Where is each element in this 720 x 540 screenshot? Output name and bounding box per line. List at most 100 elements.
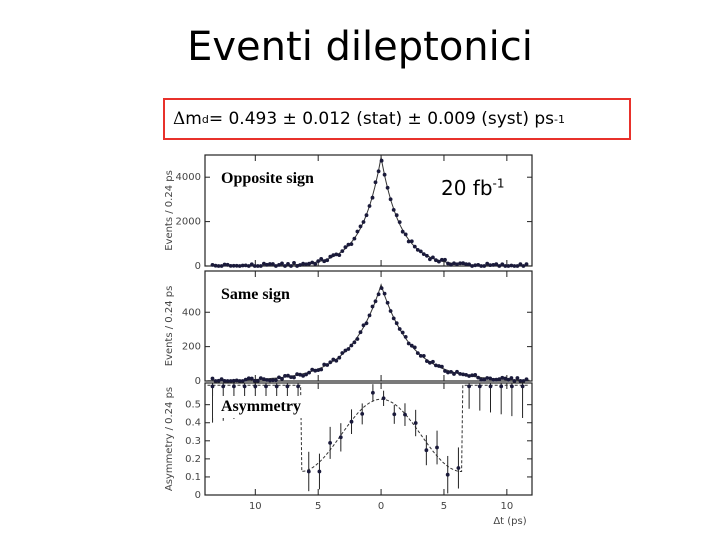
data-point — [328, 360, 333, 365]
data-point — [488, 263, 493, 267]
panel-frame — [204, 154, 533, 267]
data-point — [338, 435, 343, 440]
panel-label-asymmetry: Asymmetry — [213, 396, 305, 418]
data-point — [319, 367, 324, 372]
result-value: = 0.493 ± 0.012 (stat) ± 0.009 (syst) ps — [208, 109, 555, 129]
data-point — [443, 257, 447, 262]
data-point — [252, 379, 257, 383]
data-point — [482, 377, 487, 382]
data-point — [445, 472, 450, 477]
data-point — [497, 377, 502, 382]
data-point — [470, 373, 474, 378]
data-point — [437, 364, 441, 368]
data-point — [210, 263, 215, 267]
data-point — [376, 169, 381, 174]
data-point — [499, 384, 504, 389]
data-point — [520, 384, 525, 389]
luminosity-label: 20 fb-1 — [438, 174, 508, 202]
data-point — [310, 367, 315, 372]
data-point — [337, 253, 342, 257]
y-tick-label: 4000 — [176, 172, 201, 183]
data-point — [361, 323, 366, 328]
data-point — [476, 263, 481, 267]
data-point — [340, 351, 345, 355]
y-tick-label: 400 — [182, 307, 201, 318]
data-point — [467, 374, 471, 378]
data-point — [334, 252, 339, 257]
data-point — [385, 185, 390, 190]
data-point — [228, 264, 233, 268]
y-tick-label: 0.3 — [185, 436, 201, 447]
data-point — [322, 259, 327, 264]
data-point — [325, 363, 330, 367]
data-point — [409, 343, 414, 348]
data-point — [515, 264, 520, 268]
slide-title: Eventi dileptonici — [187, 24, 533, 70]
data-point — [246, 376, 251, 381]
data-point — [289, 264, 293, 268]
data-point — [331, 253, 336, 257]
data-point — [262, 377, 266, 381]
data-point — [506, 377, 511, 382]
y-tick-label: 2000 — [176, 217, 201, 228]
data-point — [455, 369, 459, 374]
data-point — [243, 377, 248, 382]
data-point — [379, 158, 384, 163]
data-point — [412, 345, 417, 350]
data-point — [425, 253, 429, 258]
data-point — [296, 384, 300, 389]
data-point — [518, 262, 523, 267]
data-point — [379, 286, 384, 290]
data-point — [397, 327, 402, 331]
data-point — [253, 384, 258, 389]
data-point — [449, 370, 453, 374]
data-point — [394, 321, 399, 326]
data-point — [325, 258, 330, 263]
data-point — [524, 377, 529, 382]
data-point — [328, 254, 333, 259]
data-point — [403, 335, 408, 339]
data-point — [494, 262, 499, 267]
data-point — [264, 384, 268, 389]
data-point — [437, 259, 441, 264]
data-point — [213, 379, 218, 383]
data-point — [277, 263, 281, 267]
data-point — [367, 204, 372, 208]
data-point — [222, 262, 227, 267]
data-point — [304, 262, 308, 267]
data-point — [307, 370, 311, 375]
data-point — [285, 384, 290, 389]
data-point — [428, 257, 432, 262]
data-point — [268, 262, 272, 266]
data-point — [503, 376, 508, 381]
data-point — [455, 262, 459, 267]
data-point — [503, 264, 508, 268]
data-point — [488, 376, 493, 381]
data-point — [221, 384, 226, 389]
data-point — [424, 448, 429, 453]
data-point — [271, 262, 275, 266]
data-point — [298, 372, 302, 377]
panel-label-same-sign: Same sign — [213, 284, 294, 306]
x-axis-label: Δt (ps) — [493, 516, 526, 527]
data-point — [231, 378, 236, 383]
data-point — [234, 263, 239, 268]
data-point — [428, 360, 432, 365]
data-point — [358, 224, 363, 229]
data-point — [349, 242, 354, 247]
y-axis-label: Asymmetry / 0.24 ps — [164, 387, 175, 491]
data-point — [388, 197, 393, 202]
data-point — [467, 384, 471, 389]
data-point — [412, 244, 417, 249]
data-point — [343, 348, 348, 353]
result-exponent: -1 — [554, 112, 565, 126]
data-point — [346, 347, 351, 351]
data-point — [243, 263, 248, 268]
data-point — [298, 263, 302, 267]
data-point — [346, 242, 351, 247]
data-point — [219, 377, 224, 382]
data-point — [467, 262, 471, 267]
data-point — [349, 343, 354, 348]
data-point — [385, 300, 390, 305]
data-point — [382, 172, 387, 177]
